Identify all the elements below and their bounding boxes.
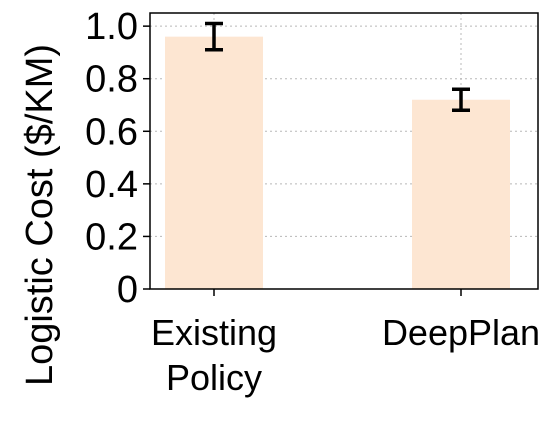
x-category-label: Existing: [151, 312, 277, 353]
axes: [143, 12, 539, 296]
y-tick-label: 0.6: [85, 111, 138, 153]
x-category-label: Policy: [166, 357, 262, 398]
bar: [165, 36, 263, 290]
error-bars: [205, 21, 470, 113]
y-tick-label: 0: [117, 269, 138, 311]
y-tick-label: 0.4: [85, 164, 138, 206]
x-category-label: DeepPlan: [382, 312, 540, 353]
y-axis-title: Logistic Cost ($/KM): [19, 44, 61, 386]
bars: [165, 36, 510, 290]
bar: [412, 99, 510, 289]
y-tick-label: 0.2: [85, 216, 138, 258]
y-tick-label: 1.0: [85, 6, 138, 48]
y-tick-label: 0.8: [85, 59, 138, 101]
plot-frame: [149, 12, 539, 290]
